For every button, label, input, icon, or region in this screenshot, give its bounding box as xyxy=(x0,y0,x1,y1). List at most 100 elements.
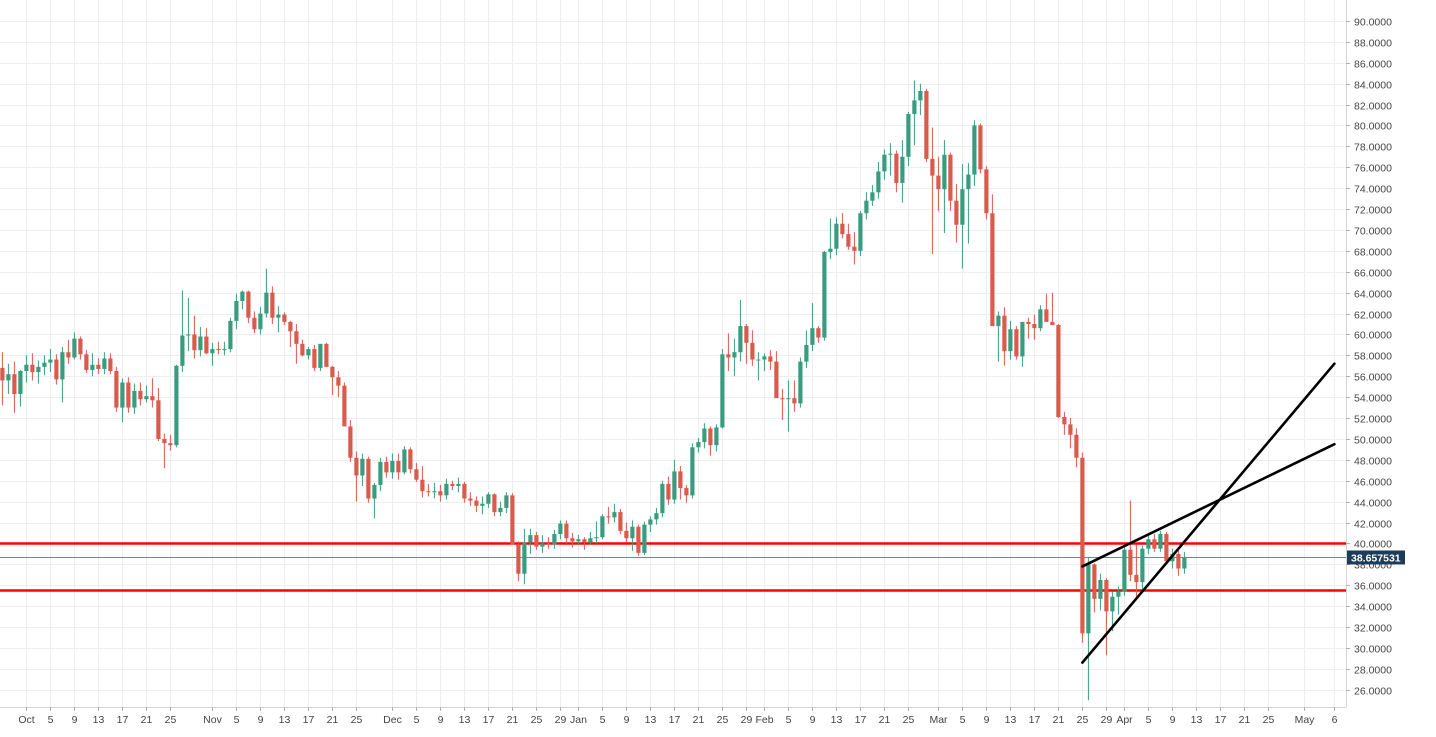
time-tick-label: 21 xyxy=(1053,714,1065,726)
candle-up xyxy=(24,355,29,383)
candle-down xyxy=(270,286,275,324)
candle-body xyxy=(354,457,359,476)
candle-down xyxy=(366,456,371,503)
candle-body xyxy=(222,349,227,351)
candle-body xyxy=(402,449,407,473)
price-axis[interactable]: 26.0000 28.0000 30.0000 32.0000 34.0000 36.00… xyxy=(1346,17,1392,698)
candle-up xyxy=(276,306,281,333)
candle-body xyxy=(654,513,659,520)
candle-down xyxy=(474,496,479,513)
candle-body xyxy=(486,494,491,504)
candle-body xyxy=(678,471,683,489)
candle-up xyxy=(972,120,977,187)
candle-body xyxy=(684,488,689,496)
candle-up xyxy=(60,346,65,403)
candle-up xyxy=(798,357,803,408)
candle-body xyxy=(90,364,95,370)
candle-up xyxy=(1122,544,1127,596)
candle-up xyxy=(48,349,53,373)
candle-body xyxy=(252,317,257,330)
price-tick-label: 36.0000 xyxy=(1354,581,1392,593)
candle-down xyxy=(1134,544,1139,599)
candle-down xyxy=(54,354,59,385)
time-tick-label: 17 xyxy=(117,714,129,726)
candle-body xyxy=(414,469,419,480)
candle-body xyxy=(1092,564,1097,599)
candle-body xyxy=(1182,557,1187,569)
candle-up xyxy=(594,521,599,544)
candle-up xyxy=(552,529,557,549)
candle-down xyxy=(462,481,467,503)
candle-body xyxy=(540,543,545,547)
candle-body xyxy=(912,100,917,114)
candle-down xyxy=(684,484,689,503)
candle-up xyxy=(876,162,881,199)
time-axis[interactable]: Oct 5 9 13 17 21 25 Nov 5 9 13 17 21 25 Dec 5 9 13 17 21 25 2… xyxy=(18,707,1338,726)
candle-body xyxy=(666,483,671,500)
candle-down xyxy=(312,344,317,372)
candle-up xyxy=(630,520,635,551)
time-tick-label: 13 xyxy=(459,714,471,726)
candle-body xyxy=(1128,549,1133,575)
candle-body xyxy=(558,523,563,535)
time-tick-label: May xyxy=(1295,714,1316,726)
candle-body xyxy=(126,382,131,408)
candle-body xyxy=(1176,553,1181,569)
candle-body xyxy=(720,354,725,428)
candle-up xyxy=(834,217,839,256)
price-tick-label: 50.0000 xyxy=(1354,435,1392,447)
candle-body xyxy=(828,248,833,252)
candle-body xyxy=(732,352,737,358)
price-tick-label: 28.0000 xyxy=(1354,665,1392,677)
time-tick-label: Feb xyxy=(755,714,773,726)
candle-body xyxy=(900,156,905,183)
candle-up xyxy=(558,520,563,540)
candle-down xyxy=(768,350,773,370)
candle-down xyxy=(354,451,359,502)
price-tick-label: 68.0000 xyxy=(1354,247,1392,259)
price-tick-label: 26.0000 xyxy=(1354,686,1392,698)
candle-body xyxy=(270,292,275,318)
candle-body xyxy=(384,461,389,473)
candle-body xyxy=(36,366,41,373)
candle-up xyxy=(132,383,137,414)
candle-down xyxy=(1044,293,1049,322)
candle-down xyxy=(924,88,929,163)
price-tick-label: 88.0000 xyxy=(1354,38,1392,50)
time-tick-label: Dec xyxy=(383,714,402,726)
horizontal-levels xyxy=(0,542,1346,592)
candle-body xyxy=(576,539,581,542)
candle-down xyxy=(666,476,671,505)
candle-body xyxy=(906,113,911,157)
candle-up xyxy=(444,478,449,500)
candle-body xyxy=(372,484,377,499)
candle-down xyxy=(150,378,155,408)
candle-body xyxy=(960,189,965,225)
candle-up xyxy=(402,446,407,475)
price-tick-label: 46.0000 xyxy=(1354,477,1392,489)
candle-up xyxy=(306,346,311,360)
candle-up xyxy=(906,111,911,167)
candle-up xyxy=(588,531,593,545)
candle-body xyxy=(1134,574,1139,583)
candle-body xyxy=(996,315,1001,327)
candle-body xyxy=(1116,591,1121,597)
candle-body xyxy=(306,349,311,356)
candle-body xyxy=(582,539,587,543)
time-tick-label: 21 xyxy=(327,714,339,726)
candle-body xyxy=(624,530,629,539)
candle-body xyxy=(444,483,449,496)
time-tick-label: 13 xyxy=(1005,714,1017,726)
current-price-tag-background xyxy=(1347,550,1405,565)
candle-body xyxy=(180,335,185,366)
candle-down xyxy=(330,365,335,396)
candle-down xyxy=(492,493,497,517)
time-tick-label: 9 xyxy=(72,714,78,726)
candle-up xyxy=(762,353,767,372)
candle-down xyxy=(510,493,515,545)
candle-body xyxy=(660,483,665,514)
candle-body xyxy=(360,458,365,476)
candle-down xyxy=(246,290,251,323)
price-tick-label: 32.0000 xyxy=(1354,623,1392,635)
